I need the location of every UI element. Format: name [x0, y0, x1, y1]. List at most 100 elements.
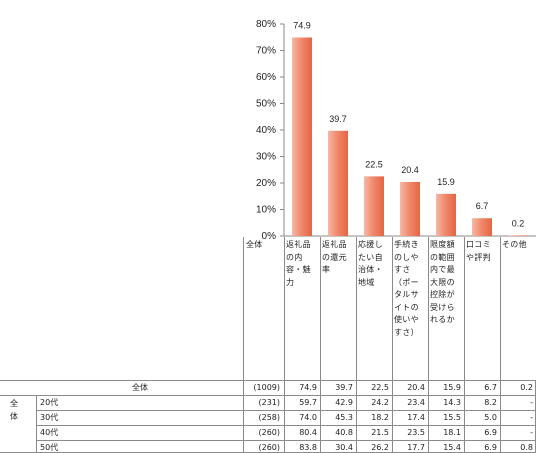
divider: [243, 380, 244, 453]
corner-label: 全体: [246, 240, 263, 249]
table-cell: 59.7: [299, 398, 317, 407]
category-label: 返礼品の内容・魅力: [286, 240, 311, 287]
category-label: 返礼品の還元率: [322, 240, 347, 274]
y-tick-label: 50%: [256, 99, 276, 110]
bar: [400, 181, 420, 236]
axis-layer: 0% 10% 20% 30% 40% 50% 60% 70% 80%: [256, 19, 536, 242]
table-cell: 18.1: [443, 428, 461, 437]
bar: [472, 218, 492, 236]
divider: [464, 380, 465, 453]
table-cell: 74.0: [299, 413, 317, 422]
y-tick-label: 30%: [256, 152, 276, 163]
y-tick-label: 40%: [256, 125, 276, 136]
divider: [356, 380, 357, 453]
category-label: 応援したい自治体・地域: [358, 240, 383, 287]
divider: [36, 395, 37, 453]
table-cell: 17.7: [407, 443, 425, 452]
table-cell: 6.9: [484, 443, 497, 452]
divider: [392, 237, 393, 380]
bar: [328, 130, 348, 236]
divider: [0, 395, 536, 396]
row-label: 全体: [132, 383, 148, 392]
table-cell: 23.4: [407, 398, 425, 407]
row-sample-size: (1009): [253, 383, 280, 392]
table-cell: 15.9: [443, 383, 461, 392]
table-cell: 14.3: [443, 398, 461, 407]
table-cell: 74.9: [299, 383, 317, 392]
y-tick-label: 0%: [262, 231, 277, 242]
table-cell: -: [530, 398, 533, 407]
bar-layer: 74.9 39.7 22.5 20.4 15.9 6.7 0.2: [292, 21, 528, 236]
table-cell: 8.2: [484, 398, 497, 407]
table-cell: 15.4: [443, 443, 461, 452]
bar: [436, 193, 456, 236]
y-tick-label: 70%: [256, 46, 276, 57]
divider: [500, 237, 501, 380]
bar-value-label: 15.9: [437, 177, 455, 187]
table-cell: 0.2: [520, 383, 533, 392]
row-sample-size: (258): [258, 413, 280, 422]
divider: [36, 425, 536, 426]
category-label: その他: [502, 240, 527, 249]
row-label: 50代: [40, 443, 59, 452]
divider: [320, 237, 321, 380]
table-cell: 83.8: [299, 443, 317, 452]
row-sample-size: (260): [258, 443, 280, 452]
category-label: 限度額の範囲内で最大限の控除が受けられるか: [430, 240, 455, 324]
divider: [284, 380, 285, 453]
table-cell: -: [530, 413, 533, 422]
table-cell: 23.5: [407, 428, 425, 437]
table-cell: -: [530, 428, 533, 437]
bar-value-label: 6.7: [476, 201, 489, 211]
divider: [464, 237, 465, 380]
table-cell: 0.8: [520, 443, 533, 452]
table-cell: 21.5: [371, 428, 389, 437]
divider: [243, 237, 244, 380]
category-label: 手続きのしやすさ（ポータルサイトの使いやすさ）: [394, 240, 419, 337]
divider: [428, 237, 429, 380]
table-cell: 15.5: [443, 413, 461, 422]
table-cell: 24.2: [371, 398, 389, 407]
bar-value-label: 0.2: [512, 218, 525, 228]
row-sample-size: (260): [258, 428, 280, 437]
table-cell: 26.2: [371, 443, 389, 452]
row-label: 30代: [40, 413, 59, 422]
divider: [284, 237, 285, 380]
divider: [500, 380, 501, 453]
bar: [508, 235, 528, 236]
bar: [292, 37, 312, 236]
bar-value-label: 22.5: [365, 159, 383, 169]
divider: [0, 380, 536, 381]
table-cell: 20.4: [407, 383, 425, 392]
divider: [36, 410, 536, 411]
table-cell: 39.7: [335, 383, 353, 392]
table-cell: 18.2: [371, 413, 389, 422]
y-tick-label: 60%: [256, 72, 276, 83]
table-cell: 45.3: [335, 413, 353, 422]
table-cell: 6.9: [484, 428, 497, 437]
table-cell: 30.4: [335, 443, 353, 452]
y-tick-label: 10%: [256, 205, 276, 216]
divider: [428, 380, 429, 453]
y-tick-label: 80%: [256, 19, 276, 30]
table-cell: 17.4: [407, 413, 425, 422]
divider: [392, 380, 393, 453]
y-tick-label: 20%: [256, 178, 276, 189]
divider: [36, 440, 536, 441]
bar-value-label: 39.7: [329, 114, 347, 124]
category-label: 口コミや評判: [466, 240, 491, 262]
bar-value-label: 20.4: [401, 165, 419, 175]
divider: [320, 380, 321, 453]
row-sample-size: (231): [258, 398, 280, 407]
table-cell: 80.4: [299, 428, 317, 437]
table-cell: 5.0: [484, 413, 497, 422]
bar: [364, 176, 384, 236]
group-label: 全体: [10, 399, 19, 421]
divider: [356, 237, 357, 380]
table-cell: 40.8: [335, 428, 353, 437]
table-cell: 22.5: [371, 383, 389, 392]
row-label: 40代: [40, 428, 59, 437]
table-cell: 42.9: [335, 398, 353, 407]
row-label: 20代: [40, 398, 59, 407]
